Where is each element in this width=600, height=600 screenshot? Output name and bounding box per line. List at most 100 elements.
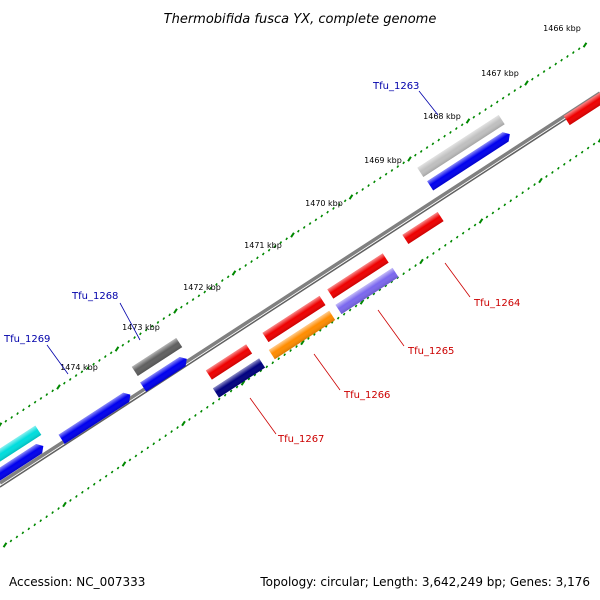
minor-tick	[314, 218, 318, 222]
major-tick	[121, 461, 127, 467]
major-tick	[348, 194, 354, 200]
minor-tick	[68, 377, 72, 381]
minor-tick	[133, 336, 136, 340]
minor-tick	[343, 199, 347, 203]
major-tick	[538, 177, 543, 184]
minor-tick	[319, 328, 322, 332]
minor-tick	[536, 73, 540, 77]
minor-tick	[277, 357, 281, 361]
minor-tick	[551, 170, 554, 174]
minor-tick	[307, 336, 310, 340]
gene-tfu-1263-silver[interactable]	[417, 114, 505, 178]
minor-tick	[81, 490, 84, 494]
minor-tick	[146, 446, 150, 450]
minor-tick	[366, 296, 370, 300]
minor-tick	[158, 438, 162, 442]
minor-tick	[503, 203, 507, 207]
gene-label-tfu-1263[interactable]: Tfu_1263	[372, 81, 419, 92]
gene-features	[0, 90, 600, 489]
minor-tick	[86, 486, 90, 490]
kbp-tick-label-1473: 1473 kbp	[122, 323, 160, 332]
minor-tick	[200, 409, 203, 413]
minor-tick	[16, 412, 19, 416]
minor-tick	[103, 355, 107, 359]
minor-tick	[21, 531, 25, 535]
minor-tick	[521, 191, 524, 195]
gene-cyan-left[interactable]	[0, 425, 42, 467]
gene-label-tfu-1265[interactable]: Tfu_1265	[407, 346, 454, 357]
minor-tick	[337, 203, 341, 207]
minor-tick	[152, 442, 156, 446]
minor-tick	[209, 286, 212, 290]
minor-tick	[4, 419, 8, 423]
minor-tick	[238, 267, 242, 271]
minor-tick	[194, 413, 197, 417]
accession-text: Accession: NC_007333	[9, 575, 145, 589]
gene-label-tfu-1269[interactable]: Tfu_1269	[3, 334, 50, 345]
gene-red-far-right[interactable]	[563, 90, 600, 126]
minor-tick	[150, 324, 154, 328]
minor-tick	[531, 77, 534, 81]
gene-label-tfu-1268[interactable]: Tfu_1268	[71, 291, 118, 302]
minor-tick	[557, 166, 560, 170]
minor-tick	[390, 168, 394, 172]
minor-tick	[75, 494, 78, 498]
minor-tick	[261, 252, 265, 256]
minor-tick	[491, 211, 495, 215]
minor-tick	[495, 100, 499, 104]
minor-tick	[513, 89, 517, 93]
minor-tick	[472, 115, 476, 119]
minor-tick	[15, 535, 19, 539]
minor-tick	[235, 385, 239, 389]
minor-tick	[139, 332, 142, 336]
minor-tick	[497, 207, 501, 211]
gene-blue-long[interactable]	[58, 390, 134, 444]
minor-tick	[51, 511, 54, 515]
minor-tick	[432, 251, 435, 255]
gene-label-tfu-1267[interactable]: Tfu_1267	[277, 434, 324, 445]
minor-tick	[554, 62, 558, 66]
minor-tick	[519, 85, 522, 89]
minor-tick	[478, 111, 482, 115]
topology-text: Topology: circular; Length: 3,642,249 bp…	[259, 575, 590, 589]
minor-tick	[438, 247, 441, 251]
gene-tfu-1265[interactable]	[335, 267, 399, 315]
gene-tfu-1266[interactable]	[268, 310, 336, 360]
gene-tfu-1264[interactable]	[402, 211, 444, 245]
minor-tick	[568, 158, 572, 162]
minor-tick	[39, 519, 43, 523]
minor-tick	[425, 146, 429, 150]
gene-tfu-1267[interactable]	[212, 358, 266, 398]
gene-blue-small[interactable]	[140, 354, 190, 392]
minor-tick	[455, 235, 459, 239]
gene-label-tfu-1266[interactable]: Tfu_1266	[343, 390, 390, 401]
minor-tick	[527, 187, 530, 191]
gene-blue-left-edge[interactable]	[0, 441, 46, 489]
minor-tick	[170, 430, 173, 434]
minor-tick	[33, 400, 37, 404]
minor-tick	[414, 153, 417, 157]
minor-tick	[285, 237, 288, 241]
minor-tick	[484, 108, 487, 112]
kbp-tick-label-1468: 1468 kbp	[423, 112, 461, 121]
minor-tick	[185, 301, 189, 305]
minor-tick	[127, 339, 131, 343]
minor-tick	[9, 539, 13, 543]
minor-tick	[419, 149, 423, 153]
gene-label-tfu-1264[interactable]: Tfu_1264	[473, 298, 520, 309]
gene-blue-upper-right[interactable]	[427, 130, 513, 191]
minor-tick	[332, 206, 335, 210]
major-tick	[2, 542, 8, 548]
minor-tick	[10, 415, 14, 419]
minor-tick	[473, 223, 477, 227]
major-tick	[290, 232, 295, 238]
gene-red-middle-upper[interactable]	[327, 253, 389, 299]
tick-dot-track	[0, 42, 600, 548]
minor-tick	[217, 397, 221, 401]
gene-red-small[interactable]	[205, 344, 253, 380]
minor-tick	[348, 308, 352, 312]
gene-red-middle[interactable]	[262, 295, 326, 343]
minor-tick	[176, 426, 179, 430]
gene-tfu-1268-gray[interactable]	[131, 337, 183, 377]
